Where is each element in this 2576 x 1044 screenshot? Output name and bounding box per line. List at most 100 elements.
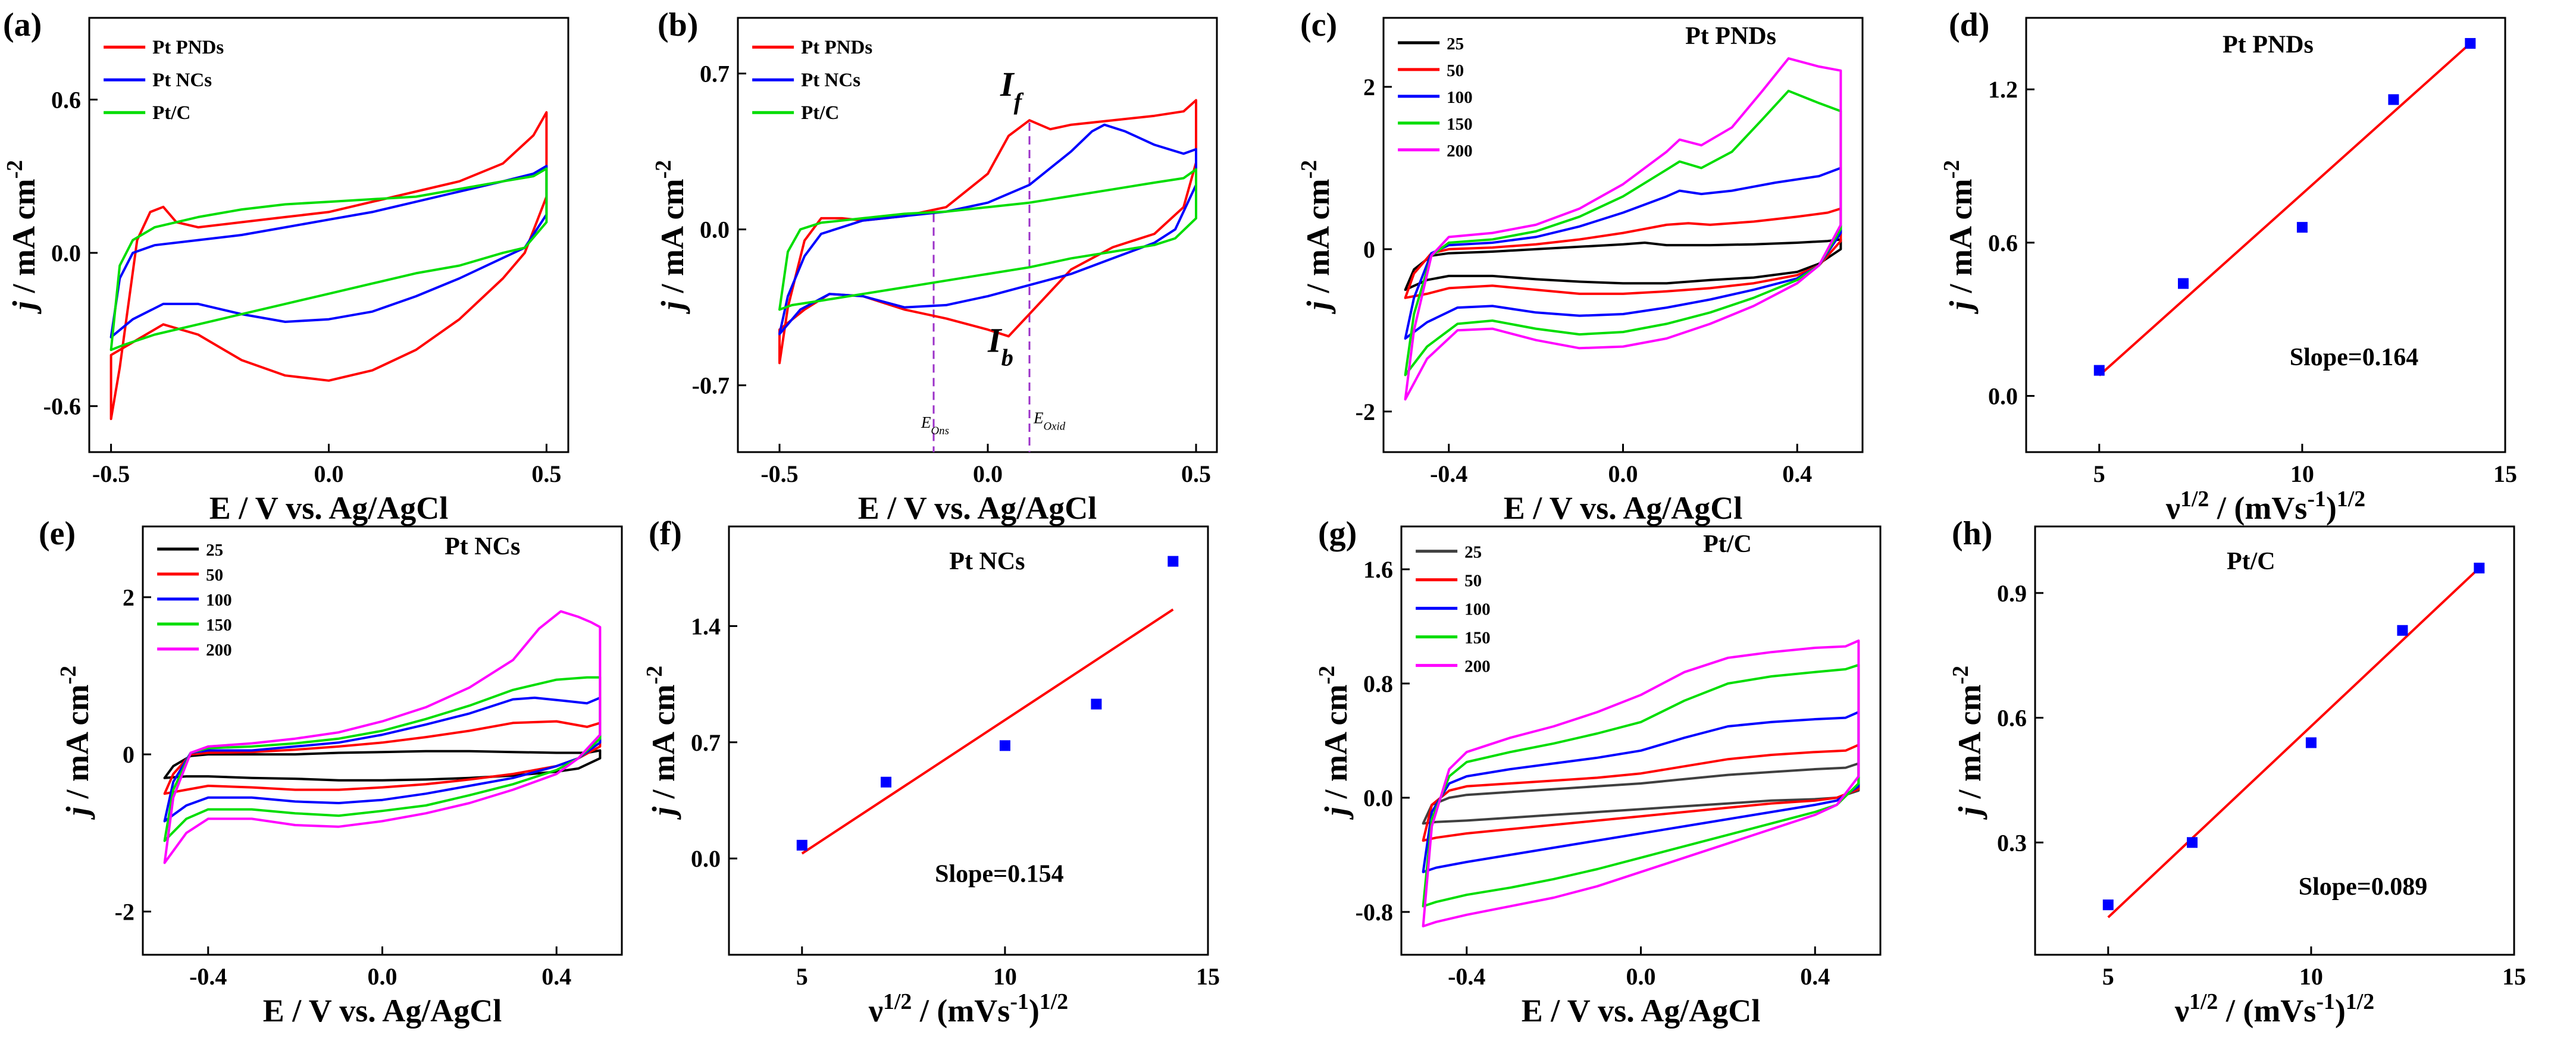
y-axis-label: j / mA cm-2 <box>1948 666 1987 820</box>
x-tick-label: 0.0 <box>314 460 344 487</box>
panel-title: Pt PNDs <box>1685 23 1776 50</box>
data-point <box>2474 562 2485 573</box>
legend-entry: Pt/C <box>152 102 190 124</box>
panel-label: (h) <box>1952 515 1992 552</box>
x-tick-label: -0.4 <box>1448 963 1485 990</box>
x-axis-label: E / V vs. Ag/AgCl <box>1504 490 1743 526</box>
x-tick-label: 0.0 <box>1608 460 1638 487</box>
data-point <box>2397 625 2408 636</box>
backward-peak-label: Ib <box>987 321 1013 371</box>
y-tick-label: 0.0 <box>1988 383 2018 410</box>
panel-h: 5 10 15 0.3 0.6 0.9 ν1/2 / (mVs-1)1/2 j / mA cm… <box>1948 515 2526 1029</box>
panel-title: Pt PNDs <box>2223 31 2314 58</box>
x-tick-label: 0.4 <box>542 963 571 990</box>
x-tick-label: -0.4 <box>189 963 227 990</box>
y-tick-label: 0.9 <box>1997 580 2027 607</box>
y-tick-label: 2 <box>1363 74 1375 101</box>
data-point <box>881 776 892 788</box>
y-tick-label: 0.6 <box>51 86 81 113</box>
series-line-pt-pnds <box>109 111 548 421</box>
series-line-pt-ncs <box>109 165 548 338</box>
x-axis-label: ν1/2 / (mVs-1)1/2 <box>2165 487 2365 526</box>
x-tick-label: -0.5 <box>92 460 130 487</box>
panel-a: -0.5 0.0 0.5 -0.6 0.0 0.6 E / V vs. Ag/AgCl j /… <box>2 7 569 526</box>
y-tick-label: 0.0 <box>1363 785 1393 811</box>
legend-entry: 150 <box>1464 629 1491 648</box>
linear-fit-line <box>2107 567 2480 918</box>
plot-frame <box>728 525 1209 956</box>
onset-potential-label: EOns <box>921 413 949 437</box>
panel-f: 5 10 15 0.0 0.7 1.4 ν1/2 / (mVs-1)1/2 j / mA cm… <box>642 515 1220 1029</box>
y-tick-label: 0.0 <box>51 240 81 267</box>
x-tick-label: 0.5 <box>531 460 561 487</box>
series-line-150 <box>1404 89 1842 377</box>
plot-frame <box>2025 17 2506 453</box>
x-axis-label: ν1/2 / (mVs-1)1/2 <box>2174 989 2374 1029</box>
linear-fit-line <box>2098 42 2471 377</box>
legend-entry: 25 <box>1447 35 1464 54</box>
legend-entry: Pt/C <box>801 102 839 124</box>
y-tick-label: -0.6 <box>43 393 81 420</box>
y-axis-label: j / mA cm-2 <box>1314 666 1354 820</box>
y-axis-label: j / mA cm-2 <box>642 666 681 820</box>
x-tick-label: 5 <box>2093 460 2105 487</box>
y-tick-label: 1.6 <box>1363 556 1393 583</box>
legend-entry: 25 <box>1464 543 1482 562</box>
legend-entry: 200 <box>206 641 232 660</box>
plot-frame <box>2034 525 2515 956</box>
slope-annotation: Slope=0.164 <box>2290 344 2418 371</box>
panel-b: -0.5 0.0 0.5 -0.7 0.0 0.7 E / V vs. Ag/AgCl j /… <box>651 7 1218 526</box>
data-point <box>1168 556 1179 567</box>
x-tick-label: 15 <box>2502 963 2526 990</box>
x-tick-label: 0.0 <box>368 963 397 990</box>
x-tick-label: 5 <box>796 963 808 990</box>
x-tick-label: 0.5 <box>1181 460 1211 487</box>
y-axis-label: j / mA cm-2 <box>2 160 42 315</box>
panel-e: -0.4 0.0 0.4 -2 0 2 E / V vs. Ag/AgCl j / mA cm… <box>39 515 623 1029</box>
legend-entry: 100 <box>1447 88 1473 107</box>
data-point <box>2296 222 2308 233</box>
y-tick-label: -2 <box>1356 399 1375 425</box>
panel-title: Pt/C <box>2227 548 2275 575</box>
x-tick-label: -0.4 <box>1430 460 1467 487</box>
series-line-100 <box>1422 711 1860 873</box>
panel-title: Pt NCs <box>949 548 1025 575</box>
y-axis-label: j / mA cm-2 <box>651 160 690 315</box>
data-point <box>2102 899 2114 911</box>
y-tick-label: 0.8 <box>1363 670 1393 697</box>
data-point <box>796 839 807 851</box>
y-tick-label: 2 <box>123 584 134 611</box>
legend-entry: Pt NCs <box>152 70 212 91</box>
panel-g: -0.4 0.0 0.4 -0.8 0.0 0.8 1.6 E / V vs. Ag/AgCl… <box>1314 515 1882 1029</box>
panel-label: (f) <box>649 515 682 552</box>
y-axis-label: j / mA cm-2 <box>56 666 95 820</box>
y-tick-label: 0.7 <box>691 729 721 756</box>
legend-entry: 100 <box>206 591 232 610</box>
slope-annotation: Slope=0.154 <box>935 861 1063 888</box>
y-tick-label: 1.2 <box>1988 76 2018 103</box>
plot-frame <box>1400 525 1882 956</box>
x-axis-label: E / V vs. Ag/AgCl <box>1522 993 1761 1029</box>
data-point <box>2465 37 2476 49</box>
legend-entry: 50 <box>1447 61 1464 80</box>
legend-entry: 50 <box>1464 572 1482 591</box>
data-point <box>999 740 1010 751</box>
x-tick-label: 15 <box>1196 963 1220 990</box>
y-tick-label: -0.7 <box>692 372 730 399</box>
data-point <box>2305 737 2317 748</box>
y-tick-label: 0 <box>1363 236 1375 263</box>
x-tick-label: 15 <box>2493 460 2517 487</box>
y-tick-label: 1.4 <box>691 613 721 639</box>
panel-title: Pt/C <box>1703 531 1752 558</box>
x-tick-label: 0.0 <box>1626 963 1656 990</box>
series-line-200 <box>163 610 602 864</box>
legend-entry: 25 <box>206 541 223 560</box>
y-tick-label: -2 <box>115 898 134 925</box>
panel-label: (g) <box>1318 515 1357 552</box>
x-tick-label: 0.0 <box>973 460 1003 487</box>
legend-entry: 150 <box>1447 115 1473 134</box>
series-line-50 <box>1404 207 1842 299</box>
series-line-pt-c <box>778 168 1197 311</box>
series-line-150 <box>163 676 602 842</box>
y-axis-label: j / mA cm-2 <box>1939 160 1979 315</box>
